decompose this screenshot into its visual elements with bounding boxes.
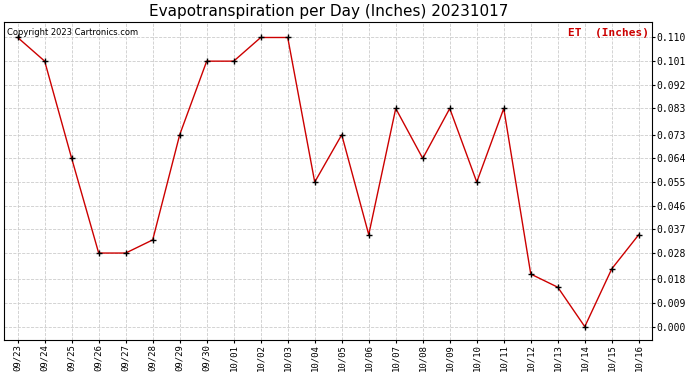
Text: ET  (Inches): ET (Inches) <box>568 28 649 38</box>
Text: Copyright 2023 Cartronics.com: Copyright 2023 Cartronics.com <box>8 28 139 37</box>
Title: Evapotranspiration per Day (Inches) 20231017: Evapotranspiration per Day (Inches) 2023… <box>148 4 508 19</box>
